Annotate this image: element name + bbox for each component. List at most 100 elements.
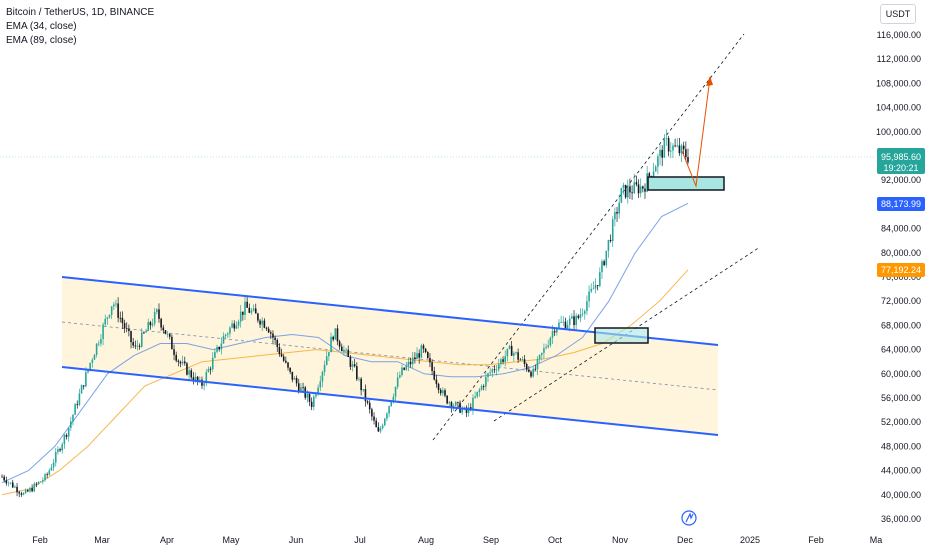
symbol-title[interactable]: Bitcoin / TetherUS, 1D, BINANCE [6, 7, 155, 18]
candle-body [323, 364, 326, 372]
candle-body [605, 250, 608, 266]
candle-body [263, 320, 266, 328]
price-tick-label: 92,000.00 [881, 175, 921, 185]
candle-body [648, 173, 651, 177]
candle-body [164, 330, 167, 334]
candle-body [272, 333, 274, 338]
candle-body [39, 481, 42, 483]
candle-body [132, 342, 134, 346]
candle-body [233, 323, 236, 329]
time-tick-label: 2025 [740, 535, 760, 545]
candle-body [265, 327, 268, 329]
candle-body [444, 390, 446, 396]
candle-body [136, 345, 139, 347]
candle-body [581, 313, 584, 315]
candle-body [130, 331, 132, 343]
candle-body [506, 348, 509, 357]
candle-body [11, 482, 14, 488]
candle-body [110, 306, 113, 315]
candle-body [280, 354, 283, 357]
candle-body [310, 401, 313, 408]
candle-body [411, 357, 414, 365]
time-tick-label: Nov [612, 535, 629, 545]
candle-body [70, 421, 72, 428]
candle-body [104, 318, 107, 325]
price-tick-label: 36,000.00 [881, 514, 921, 524]
price-tick-label: 108,000.00 [876, 78, 921, 88]
projection-path [681, 77, 711, 188]
candle-body [622, 184, 625, 188]
candle-body [319, 381, 322, 388]
candle-body [274, 337, 276, 340]
candle-body [214, 351, 216, 358]
support-zone-upper[interactable] [647, 176, 725, 191]
candle-body [156, 309, 158, 313]
candle-body [166, 333, 169, 335]
candle-body [171, 336, 173, 350]
candle-body [472, 397, 474, 410]
candle-body [149, 322, 152, 326]
price-tick-label: 44,000.00 [881, 466, 921, 476]
candle-body [517, 352, 519, 360]
candle-body [158, 309, 160, 319]
candle-body [530, 371, 532, 377]
candle-body [91, 359, 94, 363]
candle-body [173, 349, 175, 355]
ema89-legend[interactable]: EMA (89, close) [6, 35, 77, 46]
candle-body [27, 490, 29, 492]
candle-body [657, 156, 659, 167]
currency-button[interactable]: USDT [880, 4, 916, 24]
tradingview-logo-icon[interactable] [681, 510, 697, 526]
candle-body [140, 332, 143, 347]
time-tick-label: Aug [418, 535, 434, 545]
time-tick-label: May [222, 535, 240, 545]
candle-body [93, 354, 96, 360]
candle-body [558, 322, 560, 328]
ema34-legend[interactable]: EMA (34, close) [6, 21, 77, 32]
price-axis[interactable]: 116,000.00 112,000.00 108,000.00 104,000.00… [876, 30, 921, 524]
candle-body [461, 409, 464, 413]
candle-body [429, 358, 431, 363]
candle-body [407, 361, 410, 366]
ema89-value: 77,192.24 [881, 265, 921, 275]
candle-body [239, 311, 242, 322]
candle-body [147, 322, 150, 331]
candle-body [553, 331, 556, 333]
candle-body [175, 354, 177, 361]
time-axis[interactable]: Feb Mar Apr May Jun Jul Aug Sep Oct Nov Dec 2025 Feb… [32, 535, 882, 545]
candle-body [502, 359, 504, 362]
candle-body [482, 386, 485, 387]
candle-body [358, 378, 360, 380]
candle-body [420, 345, 423, 358]
candle-body [493, 369, 496, 371]
candle-body [76, 404, 79, 406]
candle-body [330, 336, 332, 353]
candle-body [545, 347, 547, 349]
candle-body [416, 353, 418, 359]
candle-body [29, 488, 31, 492]
candle-body [528, 369, 530, 372]
candle-body [121, 317, 124, 324]
candle-body [377, 427, 380, 432]
candle-body [388, 406, 390, 414]
channel-lower-line [61, 366, 719, 436]
price-tick-label: 112,000.00 [877, 54, 921, 64]
candle-body [525, 364, 528, 370]
candle-body [138, 345, 141, 347]
candle-body [315, 394, 317, 397]
candle-body [437, 383, 440, 390]
candle-body [188, 370, 190, 375]
price-tick-label: 56,000.00 [881, 393, 921, 403]
candle-body [661, 149, 663, 158]
support-zone-lower[interactable] [594, 327, 649, 344]
candle-body [201, 379, 203, 386]
candle-body [254, 308, 257, 314]
candle-body [181, 361, 184, 364]
candle-body [439, 389, 442, 394]
candle-body [65, 435, 68, 437]
last-price-value: 95,985.60 [881, 152, 921, 162]
candle-body [216, 346, 218, 352]
candle-body [394, 386, 397, 397]
candle-body [325, 356, 328, 365]
